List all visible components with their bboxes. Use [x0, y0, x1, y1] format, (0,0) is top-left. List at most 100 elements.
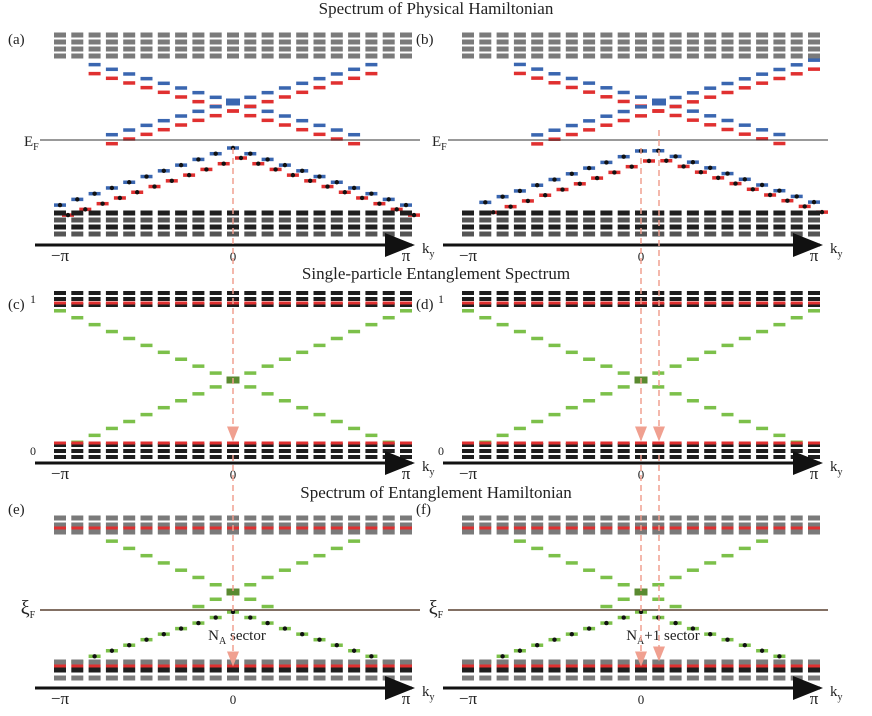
level [496, 301, 509, 305]
level [531, 455, 544, 459]
level [192, 575, 205, 580]
level [756, 526, 769, 530]
level [192, 667, 205, 673]
level [513, 301, 526, 305]
level [721, 303, 734, 307]
level [756, 224, 769, 230]
level [192, 664, 205, 668]
level [531, 443, 544, 447]
level [600, 86, 613, 90]
level [175, 568, 188, 572]
level [600, 291, 613, 295]
level [808, 297, 820, 301]
level [669, 659, 682, 665]
level [244, 301, 257, 305]
level [157, 664, 170, 668]
level [348, 32, 361, 38]
y-tick-label: 1 [30, 292, 36, 306]
x-tick-label: −π [459, 464, 478, 483]
level [71, 301, 84, 305]
level [686, 675, 699, 681]
level [773, 441, 786, 445]
level [704, 301, 717, 305]
level [382, 449, 395, 453]
section-title: Single-particle Entanglement Spectrum [302, 264, 570, 283]
level [704, 95, 717, 99]
level [756, 659, 769, 665]
level [704, 561, 717, 565]
level [808, 46, 820, 52]
level [88, 224, 101, 230]
level [565, 675, 578, 681]
level [635, 449, 647, 453]
level [261, 109, 274, 114]
level [652, 109, 665, 113]
level [704, 210, 717, 216]
level [382, 46, 395, 52]
level [382, 231, 395, 237]
occupied-dot [196, 620, 201, 626]
level [105, 441, 118, 445]
level [261, 231, 274, 237]
level [548, 210, 561, 216]
level [140, 217, 153, 223]
occupied-dot [135, 190, 140, 195]
level [513, 303, 526, 307]
level [209, 664, 222, 668]
level [462, 32, 474, 38]
axis-label-symbol: k [830, 684, 838, 700]
level [348, 217, 361, 223]
level [400, 455, 412, 459]
level [88, 664, 101, 668]
level [496, 210, 509, 216]
level [296, 118, 309, 123]
level [531, 419, 544, 424]
level [313, 515, 326, 521]
fermi-label-symbol: ξ [429, 597, 438, 619]
level [348, 515, 361, 521]
occupied-dot [230, 609, 236, 615]
level [756, 443, 769, 447]
level [790, 231, 803, 237]
level [365, 433, 378, 438]
level [54, 301, 66, 305]
sector-label-sub: A [637, 636, 645, 647]
level [617, 99, 630, 104]
level [348, 659, 361, 665]
level [600, 95, 613, 99]
level [721, 231, 734, 237]
sector-label: NA+1 sector [626, 628, 700, 647]
level [278, 357, 291, 361]
level [531, 133, 544, 137]
level [513, 449, 526, 453]
level [348, 526, 361, 530]
occupied-dot [152, 184, 157, 189]
level [600, 224, 613, 230]
level [773, 301, 786, 305]
level [686, 291, 699, 295]
level [513, 455, 526, 459]
level [513, 71, 526, 76]
level [227, 303, 239, 307]
level [382, 526, 395, 530]
level [513, 62, 526, 67]
level [209, 303, 222, 307]
level [244, 515, 257, 521]
level [330, 53, 343, 59]
level [496, 297, 509, 301]
level [583, 46, 596, 52]
level [209, 231, 222, 237]
level [686, 455, 699, 459]
level [209, 371, 222, 375]
level [565, 76, 578, 81]
level [617, 297, 630, 301]
level [175, 449, 188, 453]
level [617, 664, 630, 668]
level [565, 85, 578, 90]
level [565, 350, 578, 355]
level [479, 32, 492, 38]
occupied-dot [500, 654, 505, 659]
level [278, 297, 291, 301]
level [531, 546, 544, 551]
level [244, 217, 257, 223]
